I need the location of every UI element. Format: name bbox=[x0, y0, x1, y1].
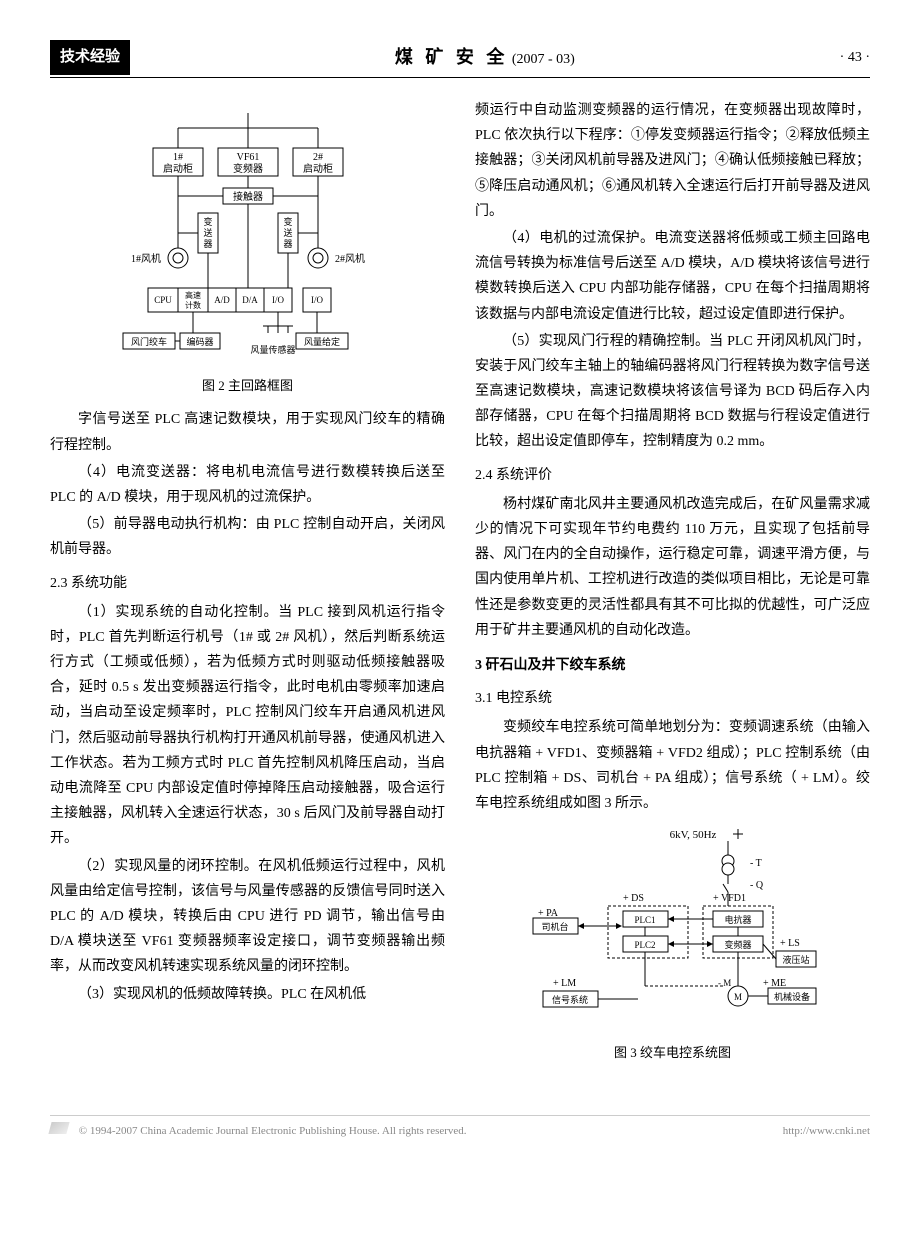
svg-text:+ VFD1: + VFD1 bbox=[713, 893, 746, 904]
two-column-body: 1# 启动柜 VF61 变频器 2# 启动柜 接触器 变 送 bbox=[50, 98, 870, 1075]
right-column: 频运行中自动监测变频器的运行情况，在变频器出现故障时，PLC 依次执行以下程序：… bbox=[475, 98, 870, 1075]
svg-text:+ PA: + PA bbox=[538, 908, 559, 919]
svg-text:PLC2: PLC2 bbox=[634, 940, 655, 950]
svg-text:2#风机: 2#风机 bbox=[335, 252, 365, 265]
svg-text:2#: 2# bbox=[313, 152, 323, 163]
para: （4）电流变送器：将电机电流信号进行数模转换后送至 PLC 的 A/D 模块，用… bbox=[50, 460, 445, 510]
svg-text:高速: 高速 bbox=[185, 290, 201, 300]
svg-text:器: 器 bbox=[203, 239, 212, 249]
publisher-icon bbox=[48, 1122, 69, 1134]
figure-2: 1# 启动柜 VF61 变频器 2# 启动柜 接触器 变 送 bbox=[50, 108, 445, 397]
svg-text:电抗器: 电抗器 bbox=[724, 914, 751, 925]
svg-text:1#风机: 1#风机 bbox=[131, 252, 161, 265]
heading-3: 3 矸石山及井下绞车系统 bbox=[475, 653, 870, 678]
svg-text:送: 送 bbox=[283, 227, 292, 238]
svg-text:器: 器 bbox=[283, 239, 292, 249]
svg-text:+ LS: + LS bbox=[780, 938, 800, 949]
page-number: · 43 · bbox=[840, 45, 870, 70]
para: 字信号送至 PLC 高速记数模块，用于实现风门绞车的精确行程控制。 bbox=[50, 407, 445, 457]
svg-text:变频器: 变频器 bbox=[233, 162, 263, 175]
para: （2）实现风量的闭环控制。在风机低频运行过程中，风机风量由给定信号控制，该信号与… bbox=[50, 854, 445, 980]
para: （5）实现风门行程的精确控制。当 PLC 开闭风机风门时，安装于风门绞车主轴上的… bbox=[475, 329, 870, 455]
page-footer: © 1994-2007 China Academic Journal Elect… bbox=[50, 1115, 870, 1142]
fig3-diagram: 6kV, 50Hz - T - Q + DS + VFD1 + PA bbox=[528, 826, 818, 1026]
svg-text:VF61: VF61 bbox=[236, 152, 259, 163]
fig2-diagram: 1# 启动柜 VF61 变频器 2# 启动柜 接触器 变 送 bbox=[118, 108, 378, 368]
svg-text:司机台: 司机台 bbox=[541, 921, 568, 932]
svg-text:启动柜: 启动柜 bbox=[303, 162, 333, 175]
fig2-caption: 图 2 主回路框图 bbox=[50, 374, 445, 397]
para: （1）实现系统的自动化控制。当 PLC 接到风机运行指令时，PLC 首先判断运行… bbox=[50, 600, 445, 852]
svg-text:机械设备: 机械设备 bbox=[773, 991, 809, 1002]
svg-text:信号系统: 信号系统 bbox=[551, 994, 587, 1005]
svg-text:启动柜: 启动柜 bbox=[163, 162, 193, 175]
footer-left: © 1994-2007 China Academic Journal Elect… bbox=[50, 1122, 467, 1142]
svg-text:PLC1: PLC1 bbox=[634, 915, 655, 925]
svg-text:- T: - T bbox=[750, 858, 762, 869]
svg-text:送: 送 bbox=[203, 227, 212, 238]
svg-text:液压站: 液压站 bbox=[782, 954, 809, 965]
svg-text:变频器: 变频器 bbox=[724, 939, 751, 950]
journal-title: 煤 矿 安 全 (2007 - 03) bbox=[395, 41, 575, 73]
svg-text:M: M bbox=[733, 992, 741, 1002]
svg-text:接触器: 接触器 bbox=[233, 190, 263, 203]
svg-text:+ ME: + ME bbox=[763, 978, 786, 989]
svg-text:计数: 计数 bbox=[185, 300, 201, 310]
svg-text:I/O: I/O bbox=[272, 295, 284, 305]
heading-2-4: 2.4 系统评价 bbox=[475, 463, 870, 488]
svg-text:变: 变 bbox=[283, 216, 292, 227]
para: （5）前导器电动执行机构：由 PLC 控制自动开启，关闭风机前导器。 bbox=[50, 512, 445, 562]
svg-text:+ DS: + DS bbox=[623, 893, 644, 904]
footer-url: http://www.cnki.net bbox=[783, 1122, 870, 1142]
left-column: 1# 启动柜 VF61 变频器 2# 启动柜 接触器 变 送 bbox=[50, 98, 445, 1075]
svg-text:- M: - M bbox=[718, 978, 731, 988]
heading-2-3: 2.3 系统功能 bbox=[50, 571, 445, 596]
svg-text:CPU: CPU bbox=[154, 295, 172, 305]
fig3-caption: 图 3 绞车电控系统图 bbox=[475, 1041, 870, 1064]
para: （4）电机的过流保护。电流变送器将低频或工频主回路电流信号转换为标准信号后送至 … bbox=[475, 226, 870, 327]
svg-text:风门绞车: 风门绞车 bbox=[130, 336, 166, 347]
section-tag: 技术经验 bbox=[50, 40, 130, 75]
figure-3: 6kV, 50Hz - T - Q + DS + VFD1 + PA bbox=[475, 826, 870, 1065]
para: 杨村煤矿南北风井主要通风机改造完成后，在矿风量需求减少的情况下可实现年节约电费约… bbox=[475, 492, 870, 643]
svg-text:D/A: D/A bbox=[242, 295, 258, 305]
svg-text:A/D: A/D bbox=[214, 295, 230, 305]
svg-text:编码器: 编码器 bbox=[186, 336, 213, 347]
heading-3-1: 3.1 电控系统 bbox=[475, 686, 870, 711]
svg-text:+ LM: + LM bbox=[553, 978, 576, 989]
svg-text:- Q: - Q bbox=[750, 880, 764, 891]
page-header: 技术经验 煤 矿 安 全 (2007 - 03) · 43 · bbox=[50, 40, 870, 78]
svg-text:I/O: I/O bbox=[311, 295, 323, 305]
para: （3）实现风机的低频故障转换。PLC 在风机低 bbox=[50, 982, 445, 1007]
svg-text:6kV, 50Hz: 6kV, 50Hz bbox=[669, 829, 716, 841]
svg-text:风量传感器: 风量传感器 bbox=[250, 344, 295, 355]
para: 频运行中自动监测变频器的运行情况，在变频器出现故障时，PLC 依次执行以下程序：… bbox=[475, 98, 870, 224]
svg-text:变: 变 bbox=[203, 216, 212, 227]
svg-text:1#: 1# bbox=[173, 152, 183, 163]
para: 变频绞车电控系统可简单地划分为：变频调速系统（由输入电抗器箱 + VFD1、变频… bbox=[475, 715, 870, 816]
svg-text:风量给定: 风量给定 bbox=[303, 336, 339, 347]
